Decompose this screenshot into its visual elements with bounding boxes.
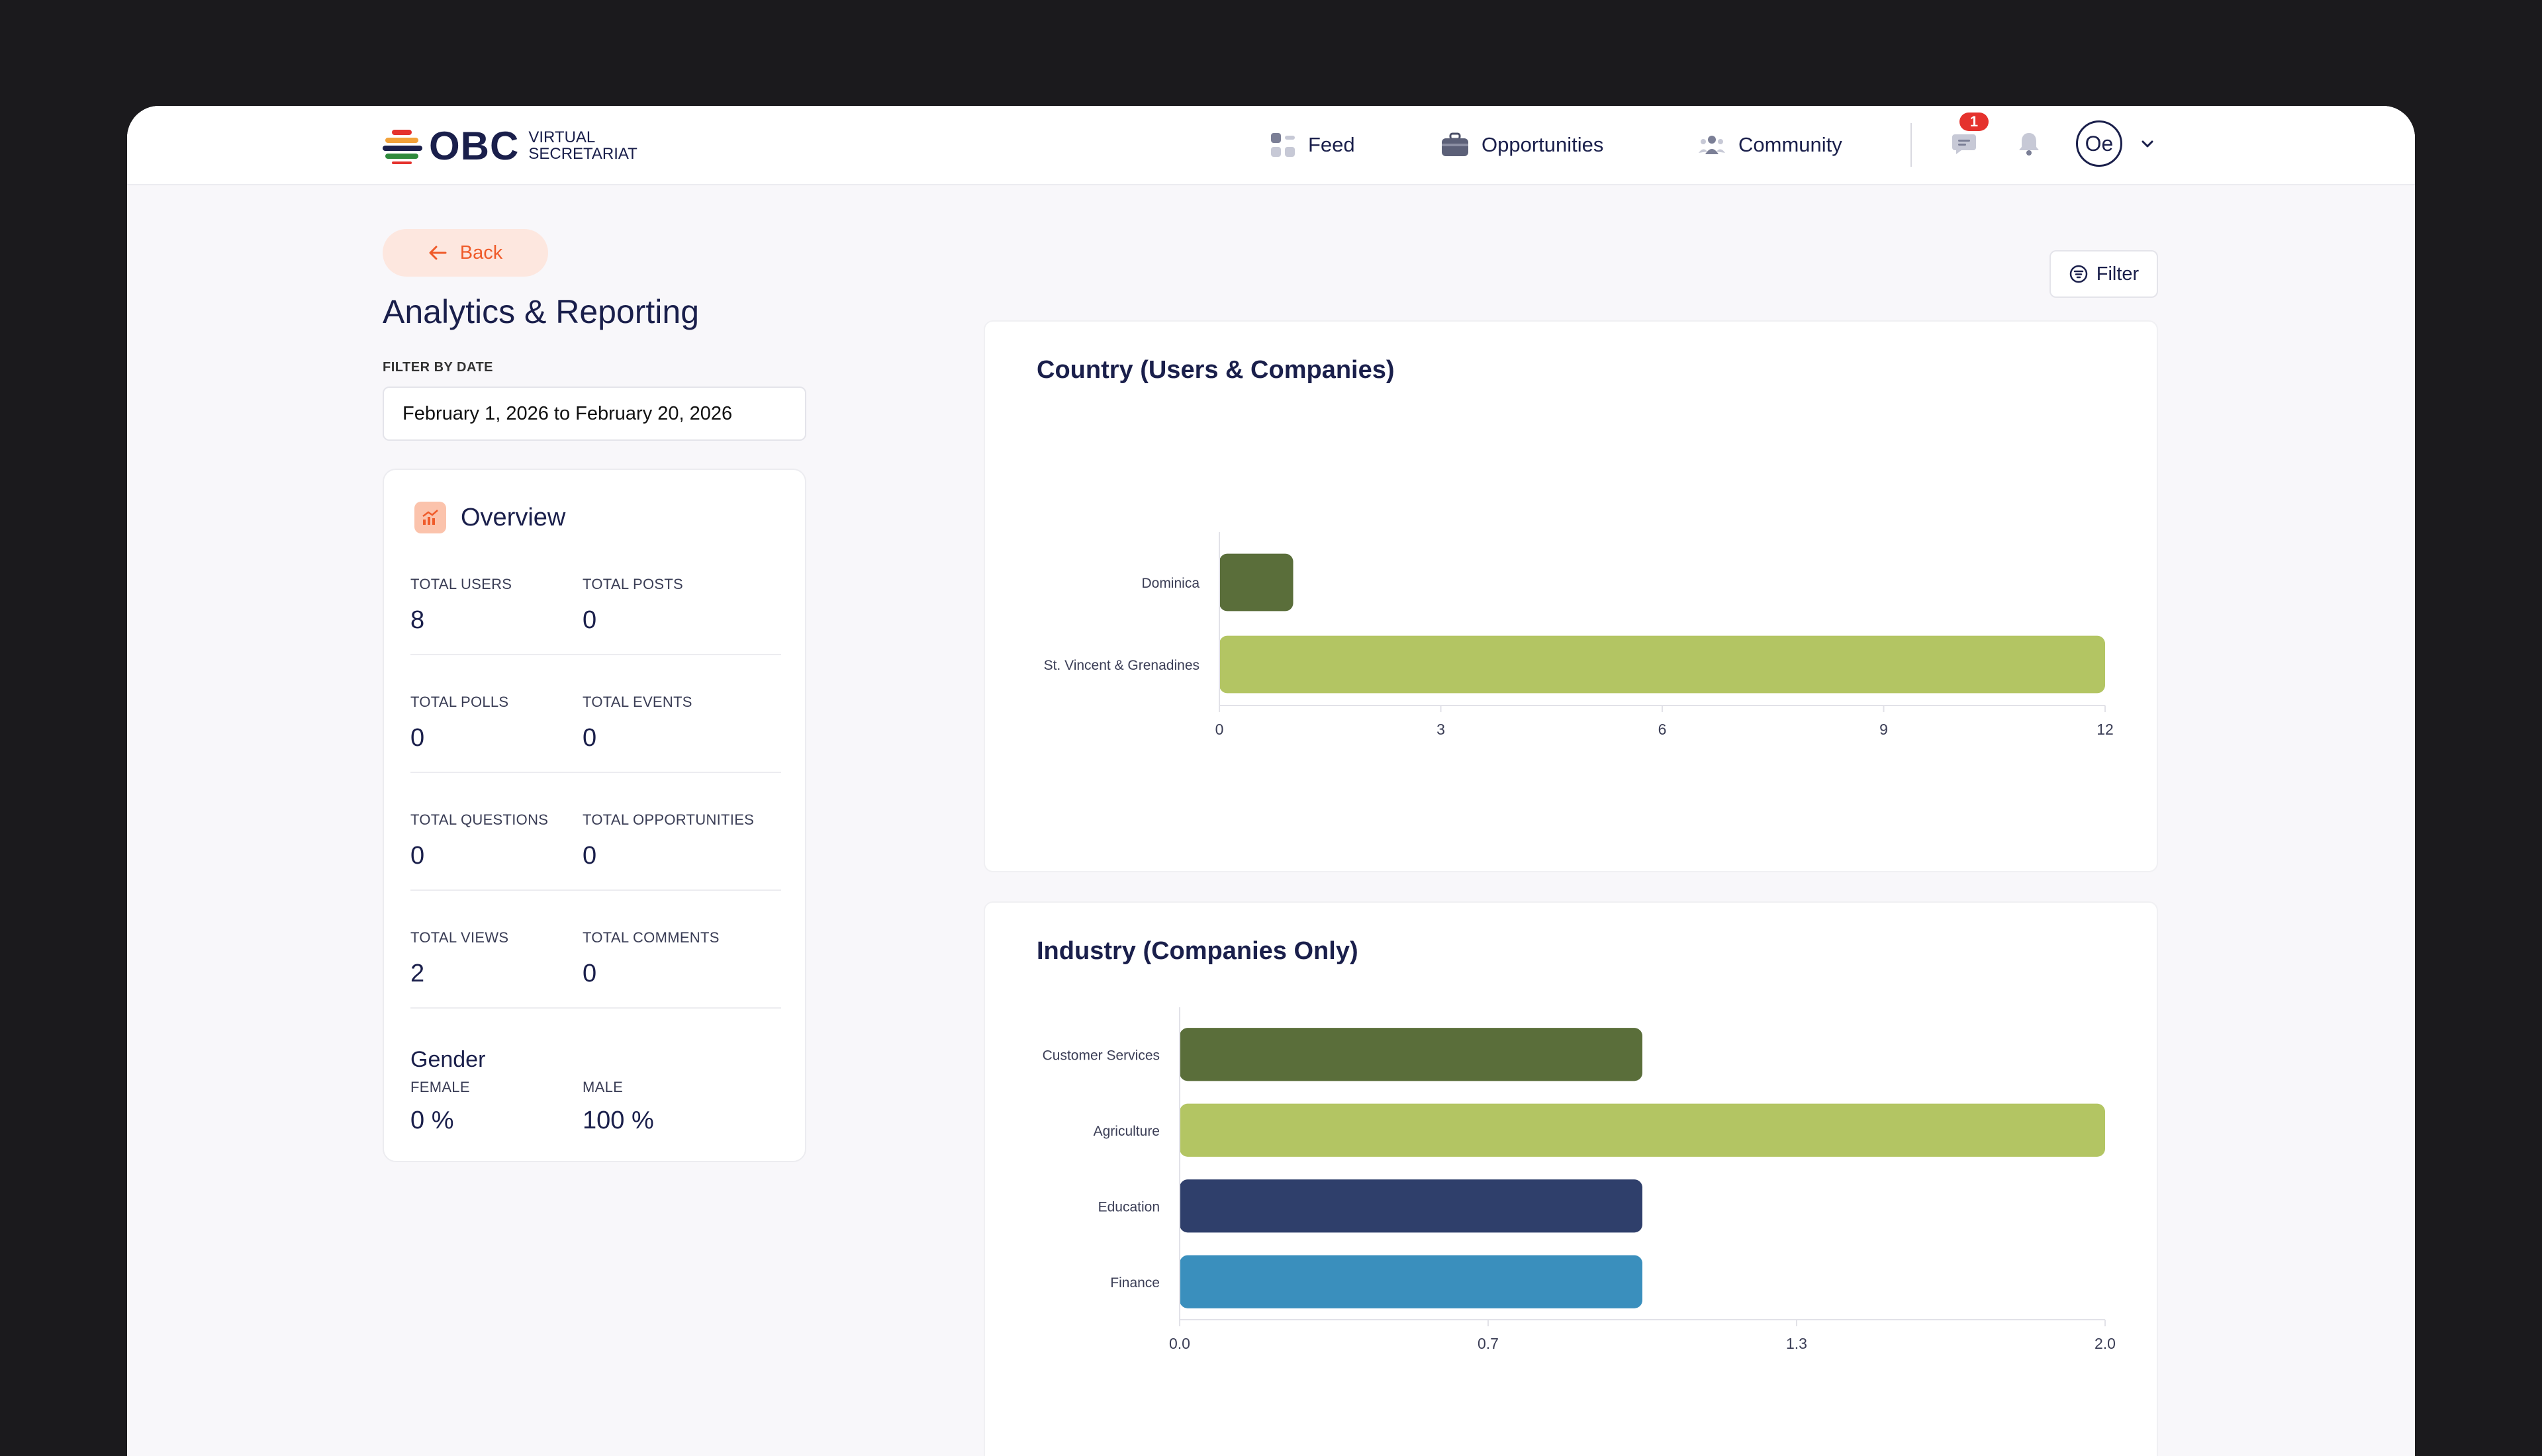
bar-dominica xyxy=(1219,553,1294,612)
back-label: Back xyxy=(459,242,503,263)
divider xyxy=(410,1007,781,1009)
category-label: Education xyxy=(1098,1199,1160,1214)
x-tick-label: 1.3 xyxy=(1786,1335,1807,1352)
x-tick-label: 12 xyxy=(2096,721,2114,738)
filter-icon xyxy=(2069,265,2088,283)
date-range-input[interactable]: February 1, 2026 to February 20, 2026 xyxy=(383,387,806,441)
x-tick-label: 0.0 xyxy=(1169,1335,1190,1352)
filter-button[interactable]: Filter xyxy=(2049,250,2158,298)
category-label: St. Vincent & Grenadines xyxy=(1044,658,1200,673)
overview-card: Overview TOTAL USERS 8 TOTAL POSTS 0 TOT… xyxy=(383,469,806,1162)
messages-button[interactable] xyxy=(1949,130,1979,160)
nav-community-label: Community xyxy=(1738,133,1842,156)
bar-st-vincent-grenadines xyxy=(1219,635,2105,694)
stat-total-users: TOTAL USERS 8 xyxy=(410,576,512,634)
avatar[interactable]: Oe xyxy=(2076,120,2122,167)
chart-title: Industry (Companies Only) xyxy=(1037,937,1358,965)
stat-total-comments: TOTAL COMMENTS 0 xyxy=(583,929,720,987)
stat-total-events: TOTAL EVENTS 0 xyxy=(583,694,692,752)
bar-agriculture xyxy=(1180,1103,2105,1157)
nav-opportunities-label: Opportunities xyxy=(1482,133,1604,156)
country-chart-card: Country (Users & Companies) Dominica St. … xyxy=(984,320,2158,872)
divider xyxy=(410,772,781,773)
nav-feed-label: Feed xyxy=(1308,133,1355,156)
gender-title: Gender xyxy=(410,1047,486,1072)
nav-community[interactable]: Community xyxy=(1697,106,1842,184)
messages-badge: 1 xyxy=(1959,113,1989,131)
logo-mark-icon xyxy=(383,127,422,164)
industry-chart-card: Industry (Companies Only) Customer Servi… xyxy=(984,901,2158,1456)
bar-customer-services xyxy=(1180,1028,1642,1081)
stat-male: MALE 100 % xyxy=(583,1079,654,1134)
users-icon xyxy=(1697,132,1726,158)
stat-total-opportunities: TOTAL OPPORTUNITIES 0 xyxy=(583,811,755,870)
chevron-down-icon[interactable] xyxy=(2140,136,2155,156)
x-tick-label: 6 xyxy=(1658,721,1667,738)
grid-icon xyxy=(1270,132,1296,158)
country-bar-chart: Dominica St. Vincent & Grenadines 0 3 6 9 12 xyxy=(1044,532,2114,738)
notifications-button[interactable] xyxy=(2014,130,2044,160)
bell-icon xyxy=(2016,130,2042,160)
nav-opportunities[interactable]: Opportunities xyxy=(1440,106,1603,184)
brand-logo[interactable]: OBC VIRTUAL SECRETARIAT xyxy=(383,124,637,168)
brand-subtitle: VIRTUAL SECRETARIAT xyxy=(528,128,637,163)
top-navbar: OBC VIRTUAL SECRETARIAT Feed xyxy=(127,106,2415,185)
category-label: Finance xyxy=(1110,1275,1160,1291)
stat-total-polls: TOTAL POLLS 0 xyxy=(410,694,509,752)
stat-total-views: TOTAL VIEWS 2 xyxy=(410,929,509,987)
divider xyxy=(410,889,781,891)
x-tick-label: 0 xyxy=(1215,721,1224,738)
x-tick-label: 2.0 xyxy=(2095,1335,2116,1352)
stat-total-posts: TOTAL POSTS 0 xyxy=(583,576,684,634)
filter-button-label: Filter xyxy=(2096,263,2140,285)
chat-icon xyxy=(1951,130,1977,160)
app-window: OBC VIRTUAL SECRETARIAT Feed xyxy=(127,106,2415,1456)
chart-title: Country (Users & Companies) xyxy=(1037,356,1395,384)
bar-finance xyxy=(1180,1255,1642,1308)
overview-title: Overview xyxy=(461,503,566,531)
page-title: Analytics & Reporting xyxy=(383,293,700,330)
category-label: Dominica xyxy=(1141,576,1200,591)
arrow-left-icon xyxy=(429,246,447,260)
bar-education xyxy=(1180,1179,1642,1233)
x-tick-label: 9 xyxy=(1879,721,1888,738)
category-label: Agriculture xyxy=(1094,1124,1160,1139)
stat-female: FEMALE 0 % xyxy=(410,1079,470,1134)
x-tick-label: 0.7 xyxy=(1478,1335,1499,1352)
category-label: Customer Services xyxy=(1043,1048,1160,1063)
brand-name: OBC xyxy=(429,123,520,168)
industry-bar-chart: Customer Services Agriculture Education Fin… xyxy=(1043,1007,2116,1352)
stat-total-questions: TOTAL QUESTIONS 0 xyxy=(410,811,549,870)
nav-divider xyxy=(1910,123,1912,167)
x-tick-label: 3 xyxy=(1436,721,1445,738)
nav-feed[interactable]: Feed xyxy=(1270,106,1355,184)
back-button[interactable]: Back xyxy=(383,229,548,277)
divider xyxy=(410,654,781,655)
briefcase-icon xyxy=(1440,132,1470,158)
filter-by-date-label: FILTER BY DATE xyxy=(383,360,493,375)
analytics-icon xyxy=(414,502,446,533)
